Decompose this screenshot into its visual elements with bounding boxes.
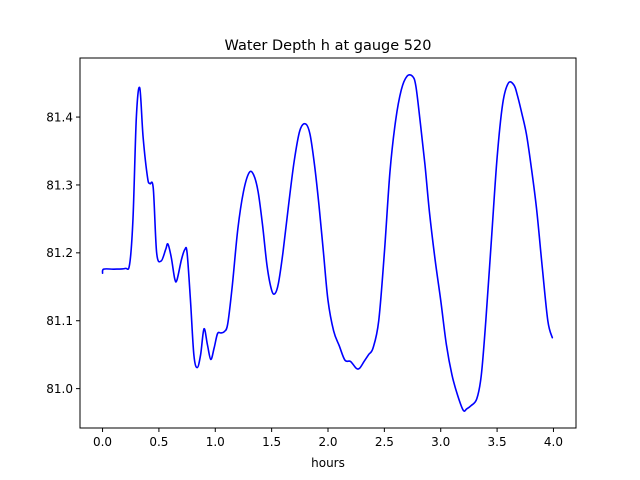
x-tick-label: 1.5 bbox=[262, 435, 281, 449]
x-tick-label: 2.5 bbox=[375, 435, 394, 449]
chart-title: Water Depth h at gauge 520 bbox=[225, 38, 432, 54]
series-layer bbox=[101, 74, 554, 413]
y-tick-label: 81.0 bbox=[46, 382, 73, 396]
y-tick-label: 81.2 bbox=[46, 246, 73, 260]
plot-background bbox=[80, 58, 576, 428]
x-tick-label: 0.5 bbox=[149, 435, 168, 449]
x-tick-label: 1.0 bbox=[206, 435, 225, 449]
y-tick-label: 81.4 bbox=[46, 110, 73, 124]
y-tick-label: 81.1 bbox=[46, 314, 73, 328]
series-line bbox=[101, 74, 554, 413]
x-tick-label: 4.0 bbox=[544, 435, 563, 449]
y-tick-label: 81.3 bbox=[46, 178, 73, 192]
y-axis: 81.0 81.1 81.2 81.3 81.4 bbox=[46, 110, 80, 396]
x-tick-label: 0.0 bbox=[93, 435, 112, 449]
x-axis-label: hours bbox=[311, 456, 345, 470]
plot-area bbox=[79, 57, 577, 429]
x-tick-label: 3.5 bbox=[488, 435, 507, 449]
x-tick-label: 2.0 bbox=[318, 435, 337, 449]
x-tick-label: 3.0 bbox=[431, 435, 450, 449]
x-axis: 0.0 0.5 1.0 1.5 2.0 2.5 3.0 3.5 4.0 bbox=[93, 428, 563, 449]
